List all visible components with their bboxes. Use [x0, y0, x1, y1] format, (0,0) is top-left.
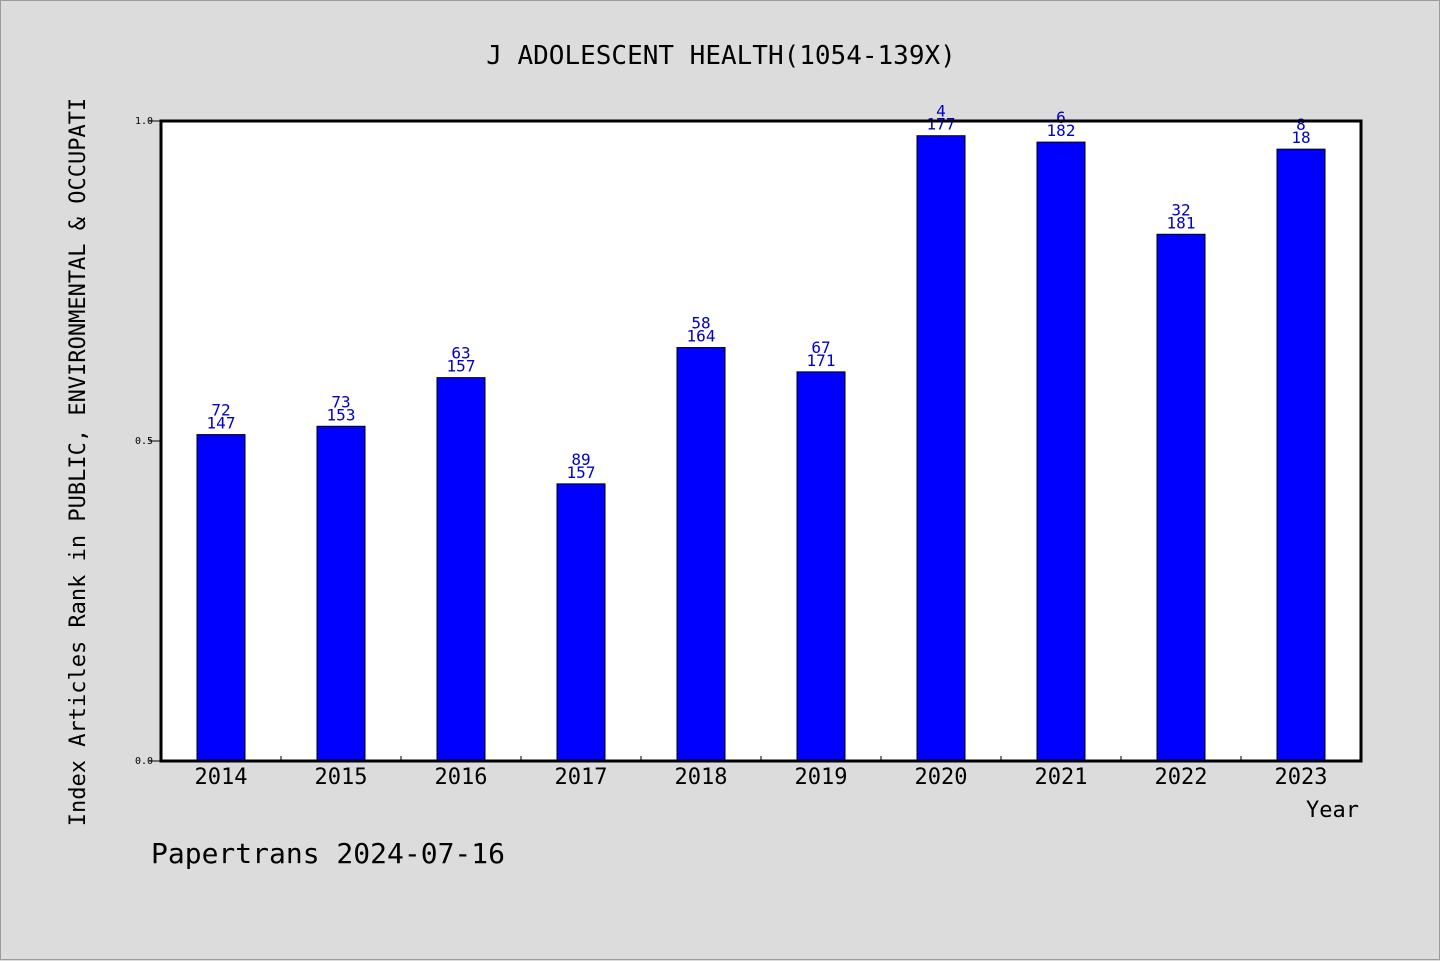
- x-tick-label-2015: 2015: [315, 765, 368, 790]
- bar-2017: [556, 483, 606, 762]
- bar-2015: [316, 425, 366, 762]
- ticks-layer: 0.0 0.5 1.0 2014 2015 2016 2017 2018 2019 2020 202…: [135, 116, 1328, 790]
- rank-label-2020: 4: [936, 102, 946, 121]
- bar-2016: [436, 377, 486, 762]
- bar-2018: [676, 347, 726, 762]
- total-label-2015: 153: [327, 405, 356, 424]
- bar-2023: [1276, 148, 1326, 762]
- x-tick-label-2021: 2021: [1035, 765, 1088, 790]
- total-label-2016: 157: [447, 357, 476, 376]
- x-axis-label: Year: [1306, 798, 1359, 823]
- chart-title: J ADOLESCENT HEALTH(1054-139X): [486, 41, 956, 71]
- total-label-2020: 177: [927, 115, 956, 134]
- rank-label-2017: 89: [571, 450, 590, 469]
- y-tick-label: 1.0: [135, 116, 153, 127]
- bar-2022: [1156, 233, 1206, 762]
- y-tick-label: 0.5: [135, 436, 153, 447]
- bars-layer: [196, 135, 1326, 762]
- total-label-2014: 147: [207, 414, 236, 433]
- bar-2020: [916, 135, 966, 762]
- y-axis-label: Index Articles Rank in PUBLIC, ENVIRONME…: [66, 98, 91, 826]
- x-tick-label-2020: 2020: [915, 765, 968, 790]
- total-label-2021: 182: [1047, 121, 1076, 140]
- total-label-2022: 181: [1167, 213, 1196, 232]
- y-tick-label: 0.0: [135, 756, 153, 767]
- x-tick-label-2018: 2018: [675, 765, 728, 790]
- rank-label-2021: 6: [1056, 108, 1066, 127]
- x-tick-label-2017: 2017: [555, 765, 608, 790]
- x-tick-label-2022: 2022: [1155, 765, 1208, 790]
- plot-border: [159, 119, 1363, 763]
- total-label-2023: 18: [1291, 128, 1310, 147]
- rank-label-2016: 63: [451, 344, 470, 363]
- rank-label-2019: 67: [811, 338, 830, 357]
- x-tick-label-2023: 2023: [1275, 765, 1328, 790]
- total-label-2019: 171: [807, 351, 836, 370]
- bar-2021: [1036, 141, 1086, 762]
- x-tick-label-2016: 2016: [435, 765, 488, 790]
- rank-label-2023: 8: [1296, 115, 1306, 134]
- x-tick-label-2014: 2014: [195, 765, 248, 790]
- footer-text: Papertrans 2024-07-16: [151, 837, 505, 870]
- bar-2014: [196, 434, 246, 762]
- rank-label-2015: 73: [331, 392, 350, 411]
- rank-label-2018: 58: [691, 314, 710, 333]
- rank-label-2022: 32: [1171, 200, 1190, 219]
- total-label-2017: 157: [567, 463, 596, 482]
- bar-2019: [796, 371, 846, 762]
- x-tick-label-2019: 2019: [795, 765, 848, 790]
- rank-label-2014: 72: [211, 401, 230, 420]
- total-label-2018: 164: [687, 327, 716, 346]
